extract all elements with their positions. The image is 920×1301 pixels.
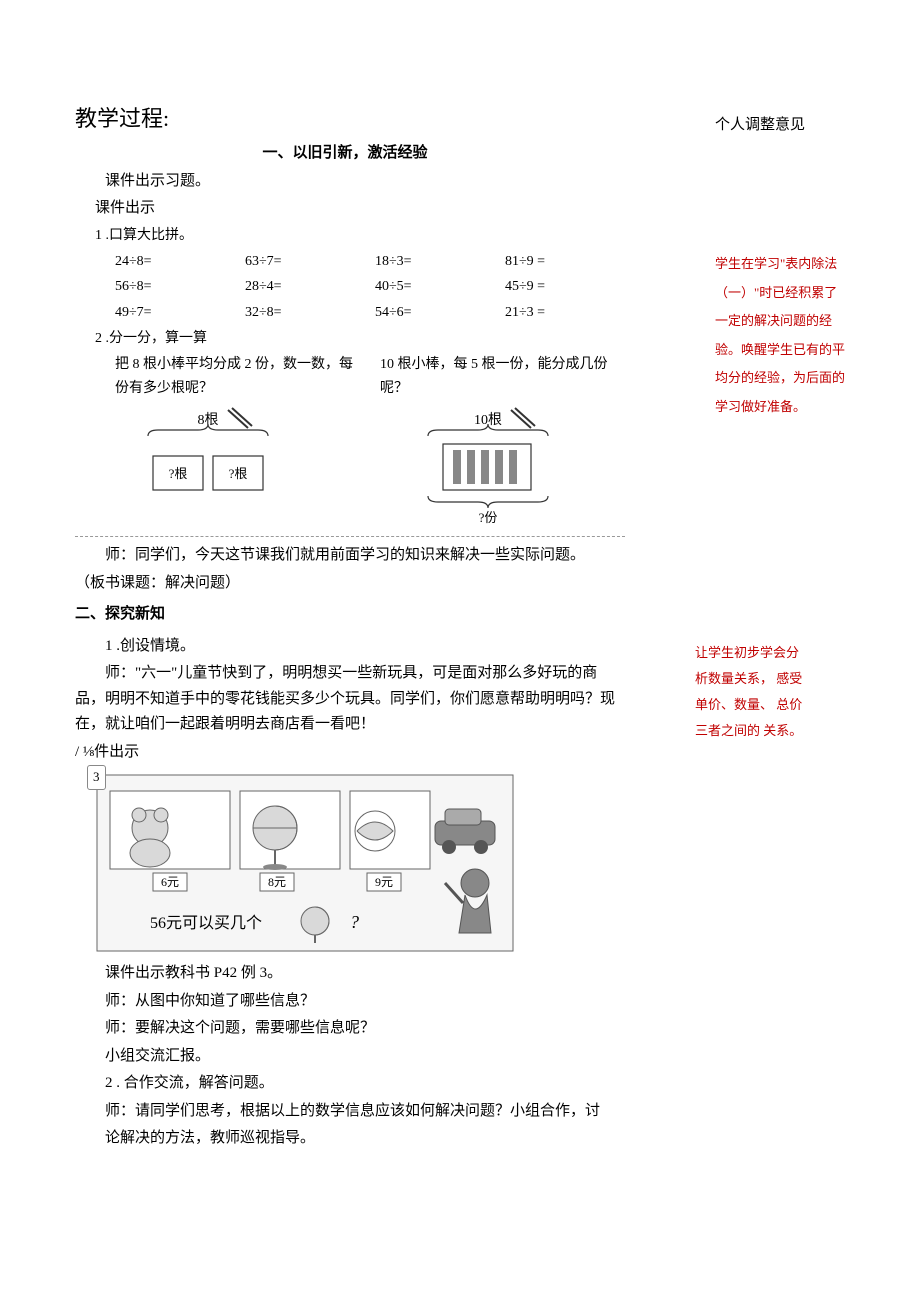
p2a: 师：请同学们思考，根据以上的数学信息应该如何解决问题？小组合作，讨	[75, 1099, 615, 1125]
shop-question: 56元可以买几个	[150, 914, 262, 932]
split-left: 把 8 根小棒平均分成 2 份，数一数，每份有多少根呢？	[115, 353, 380, 401]
price2: 8元	[268, 875, 286, 889]
item1-label: 1 .口算大比拼。	[95, 224, 625, 248]
process-title: 教学过程:	[75, 100, 615, 137]
stick-icon	[467, 450, 475, 484]
car-top-icon	[445, 809, 481, 825]
sidebar-note-1: 学生在学习"表内除法（一）"时已经积累了一定的解决问题的经验。唤醒学生已有的平均…	[715, 250, 845, 422]
sidebar-note-2: 让学生初步学会分 析数量关系， 感受 单价、数量、 总价 三者之间的 关系。	[695, 640, 845, 744]
calc-cell: 45÷9 =	[505, 275, 625, 299]
teddy-ear-icon	[132, 808, 146, 822]
calc-grid: 24÷8= 63÷7= 18÷3= 81÷9 = 56÷8= 28÷4= 40÷…	[115, 250, 625, 325]
diag-left-q1: ?根	[168, 466, 187, 481]
show-exercise: 课件出示习题。	[75, 169, 615, 195]
shelf-icon	[110, 791, 230, 869]
main-column: 教学过程: 一、以旧引新，激活经验 课件出示习题。 课件出示 1 .口算大比拼。…	[75, 100, 615, 1152]
personal-opinion-label: 个人调整意见	[715, 110, 845, 142]
calc-cell: 56÷8=	[115, 275, 235, 299]
q2-line: 师：要解决这个问题，需要哪些信息呢？	[75, 1016, 615, 1042]
wheel-icon	[474, 840, 488, 854]
courseware-show-label: / ⅛件出示	[75, 740, 615, 766]
item2-1-label: 1 .创设情境。	[75, 634, 615, 660]
child-head-icon	[461, 869, 489, 897]
diag-right-bottom-label: ?份	[478, 510, 497, 525]
calc-cell: 28÷4=	[245, 275, 365, 299]
brace-bottom-icon	[428, 496, 548, 508]
diagram-row: 8根 ?根 ?根 10根	[75, 406, 625, 526]
context-paragraph: 师："六一"儿童节快到了，明明想买一些新玩具，可是面对那么多好玩的商品，明明不知…	[75, 661, 615, 738]
shop-illustration-block: 3	[95, 773, 615, 953]
side-column: 个人调整意见	[715, 110, 845, 172]
calc-cell: 21÷3 =	[505, 301, 625, 325]
side2-l4: 三者之间的 关系。	[695, 718, 845, 744]
split-right: 10 根小棒，每 5 根一份，能分成几份呢？	[380, 353, 625, 401]
price3: 9元	[375, 875, 393, 889]
board-line: （板书课题：解决问题）	[75, 571, 615, 597]
teddy-body-icon	[130, 839, 170, 867]
q1-line: 师：从图中你知道了哪些信息？	[75, 989, 615, 1015]
side2-l1: 让学生初步学会分	[695, 640, 845, 666]
item2-label: 2 .分一分，算一算	[95, 327, 625, 351]
teacher-line: 师：同学们，今天这节课我们就用前面学习的知识来解决一些实际问题。	[75, 543, 615, 569]
diag-left-q2: ?根	[228, 466, 247, 481]
group-line: 小组交流汇报。	[75, 1044, 615, 1070]
side2-l3: 单价、数量、 总价	[695, 692, 845, 718]
item2-2-label: 2 . 合作交流，解答问题。	[75, 1071, 615, 1097]
p2b: 论解决的方法，教师巡视指导。	[75, 1126, 615, 1152]
teddy-ear-icon	[154, 808, 168, 822]
diagram-right-svg: 10根 ?份	[383, 406, 583, 526]
exercise-block: 课件出示 1 .口算大比拼。 24÷8= 63÷7= 18÷3= 81÷9 = …	[75, 196, 625, 537]
calc-cell: 81÷9 =	[505, 250, 625, 274]
calc-cell: 54÷6=	[375, 301, 495, 325]
price1: 6元	[161, 875, 179, 889]
show-courseware: 课件出示	[95, 196, 625, 222]
calc-cell: 18÷3=	[375, 250, 495, 274]
calc-cell: 40÷5=	[375, 275, 495, 299]
section1-heading: 一、以旧引新，激活经验	[75, 141, 615, 167]
shop-illustration-svg: 6元 8元 9元 56元可以买几个 ?	[95, 773, 515, 953]
calc-cell: 32÷8=	[245, 301, 365, 325]
globe-base-icon	[263, 864, 287, 870]
diagram-left-svg: 8根 ?根 ?根	[118, 406, 298, 516]
calc-cell: 63÷7=	[245, 250, 365, 274]
calc-cell: 24÷8=	[115, 250, 235, 274]
example-index-badge: 3	[87, 765, 106, 789]
stick-icon	[495, 450, 503, 484]
stick-icon	[453, 450, 461, 484]
section2-heading: 二、探究新知	[75, 602, 615, 628]
calc-cell: 49÷7=	[115, 301, 235, 325]
wheel-icon	[442, 840, 456, 854]
side2-l2: 析数量关系， 感受	[695, 666, 845, 692]
stick-icon	[509, 450, 517, 484]
brace-top-icon	[148, 424, 268, 436]
question-mark: ?	[350, 912, 359, 932]
split-row: 把 8 根小棒平均分成 2 份，数一数，每份有多少根呢？ 10 根小棒，每 5 …	[115, 353, 625, 401]
book-line: 课件出示教科书 P42 例 3。	[75, 961, 615, 987]
stick-icon	[481, 450, 489, 484]
